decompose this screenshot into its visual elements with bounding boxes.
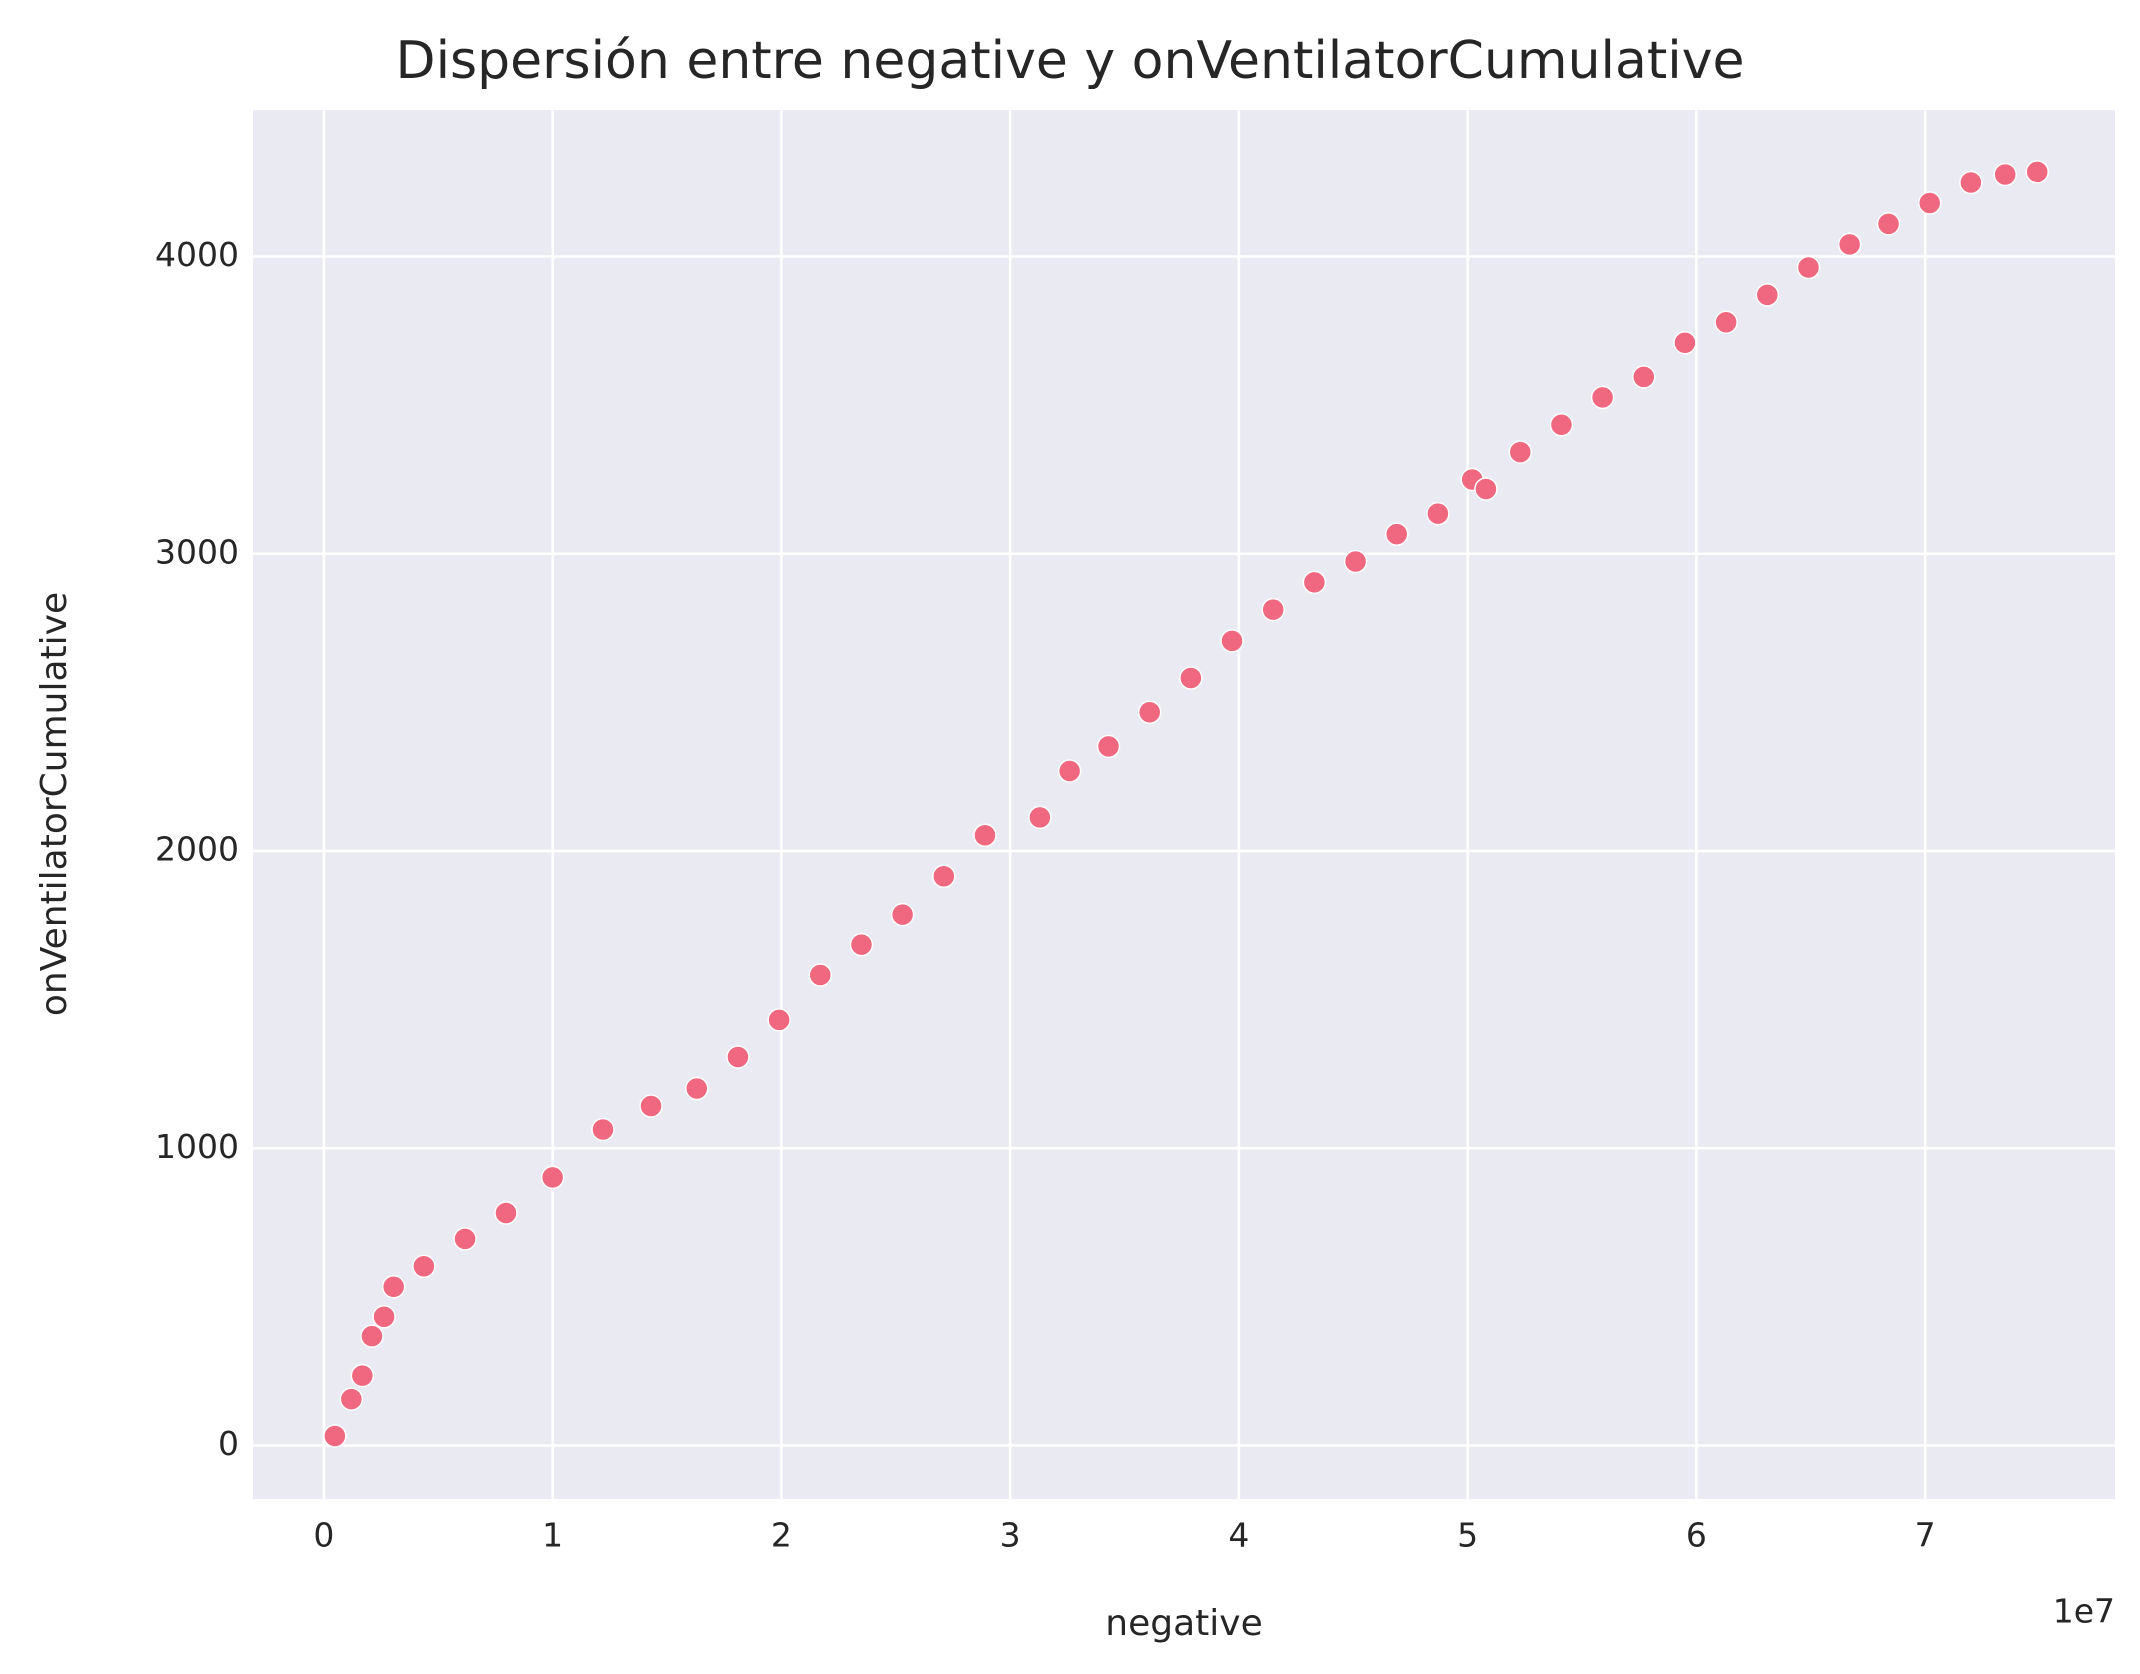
point (1057, 759, 1082, 783)
point (339, 1387, 364, 1411)
point (1714, 310, 1738, 334)
point (1028, 805, 1052, 830)
plot-background (253, 110, 2115, 1499)
point (808, 963, 833, 987)
point (1796, 255, 1821, 280)
x-tick-label: 5 (1457, 1516, 1478, 1555)
point (591, 1117, 615, 1142)
x-tick-label: 0 (313, 1516, 334, 1555)
point (2025, 160, 2049, 184)
point (360, 1324, 384, 1348)
point (1876, 212, 1901, 236)
chart-title: Dispersión entre negative y onVentilator… (396, 31, 1745, 91)
x-tick-label: 7 (1915, 1516, 1936, 1555)
x-axis-label: negative (1105, 1603, 1262, 1644)
point (767, 1008, 791, 1032)
point (1096, 734, 1121, 759)
point (381, 1275, 406, 1299)
point (494, 1201, 518, 1225)
point (726, 1045, 750, 1069)
point (350, 1363, 375, 1388)
point (1837, 232, 1862, 257)
point (372, 1305, 396, 1329)
point (639, 1094, 663, 1118)
point (1261, 597, 1285, 622)
x-tick-label: 3 (1000, 1516, 1021, 1555)
x-offset-label: 1e7 (2053, 1592, 2115, 1631)
x-tick-label: 6 (1686, 1516, 1707, 1555)
point (1508, 440, 1533, 464)
point (1673, 330, 1697, 355)
point (1302, 570, 1327, 595)
y-tick-label: 2000 (155, 830, 239, 869)
point (1959, 170, 1983, 195)
x-tick-label: 1 (542, 1516, 563, 1555)
y-tick-label: 0 (218, 1424, 239, 1463)
x-tick-label: 4 (1228, 1516, 1249, 1555)
point (849, 932, 874, 957)
point (412, 1254, 436, 1279)
point (1993, 162, 2017, 187)
y-tick-label: 4000 (155, 235, 239, 274)
point (1137, 700, 1162, 724)
y-tick-label: 1000 (155, 1127, 239, 1166)
point (1755, 283, 1780, 307)
point (1590, 385, 1615, 410)
point (540, 1165, 565, 1190)
y-axis-label: onVentilatorCumulative (34, 592, 75, 1016)
point (1343, 549, 1368, 574)
point (1426, 501, 1450, 526)
point (1384, 522, 1409, 546)
point (890, 902, 915, 927)
point (685, 1076, 709, 1101)
point (1549, 413, 1574, 437)
point (1917, 191, 1942, 215)
point (1179, 666, 1203, 690)
point (1220, 629, 1244, 653)
y-tick-label: 3000 (155, 532, 239, 571)
x-tick-label: 2 (771, 1516, 792, 1555)
point (973, 823, 997, 848)
point (1632, 365, 1656, 389)
point (453, 1227, 477, 1251)
point (1474, 477, 1498, 501)
point (323, 1424, 347, 1448)
point (932, 864, 956, 889)
